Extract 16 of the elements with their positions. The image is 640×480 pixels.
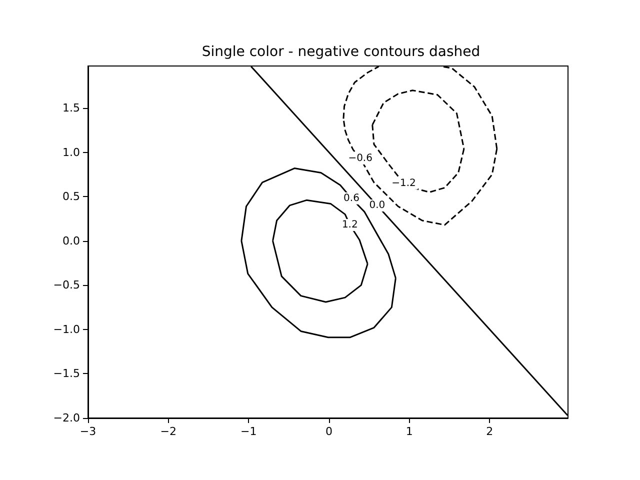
y-tick-label: 0.5 — [62, 190, 80, 204]
y-tick-label: −1.5 — [53, 367, 80, 380]
y-tick-label: 0.0 — [62, 234, 80, 248]
y-tick-label: 1.0 — [62, 146, 80, 159]
x-tick-label: 2 — [486, 425, 494, 438]
x-tick-label: 0 — [326, 425, 333, 438]
y-tick-label: −1.0 — [53, 322, 80, 336]
chart-title: Single color - negative contours dashed — [202, 44, 480, 60]
y-tick-label: 1.5 — [62, 102, 80, 115]
x-tick-label: −2 — [160, 425, 176, 438]
x-tick-label: −1 — [240, 425, 257, 438]
y-tick-label: −0.5 — [53, 278, 80, 292]
x-tick-label: 1 — [406, 425, 413, 438]
x-tick-label: −3 — [80, 425, 96, 438]
y-tick-label: −2.0 — [53, 412, 80, 424]
series-label: −0.6 — [348, 153, 372, 164]
